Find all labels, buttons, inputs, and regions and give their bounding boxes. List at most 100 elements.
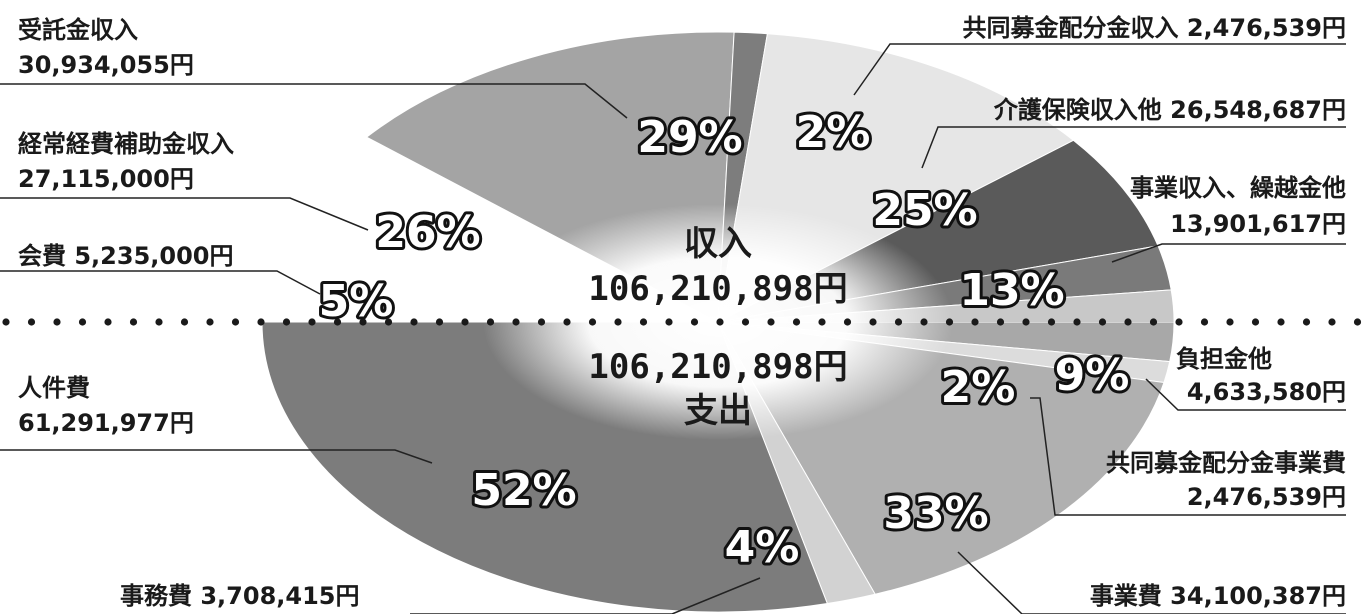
leader-lines xyxy=(0,43,1346,614)
expense-label-value-1: 2,476,539円 xyxy=(1187,483,1346,511)
expense-label-name-2: 事業費 xyxy=(1090,582,1162,610)
divider-dot xyxy=(690,318,699,326)
income-label-value-5: 27,115,000円 xyxy=(18,165,194,193)
income-center-label: 収入 xyxy=(684,224,752,264)
divider-dot xyxy=(1328,318,1336,326)
divider-dot xyxy=(155,318,163,326)
expense-label-value-0: 4,633,580円 xyxy=(1187,378,1346,406)
divider-dot xyxy=(1022,318,1030,326)
divider-dot xyxy=(588,318,597,326)
divider-dot xyxy=(1200,318,1209,326)
leader-line-expense-2 xyxy=(957,551,1346,614)
divider-dot xyxy=(767,318,775,326)
divider-dot xyxy=(512,318,520,326)
expense-label-name-0: 負担金他 xyxy=(1176,345,1272,373)
expense-label-value-2: 34,100,387円 xyxy=(1170,582,1346,610)
leader-line-expense-0 xyxy=(1145,378,1346,411)
percent-label-income-1: 2% xyxy=(796,107,871,158)
income-label-name-5: 経常経費補助金収入 xyxy=(18,130,234,158)
divider-dot xyxy=(537,318,546,326)
leader-line-expense-3 xyxy=(410,577,761,614)
percent-label-income-4: 5% xyxy=(319,276,394,327)
divider-dot xyxy=(1277,318,1285,326)
divider-dot xyxy=(1073,318,1081,326)
percent-label-income-5: 26% xyxy=(375,207,480,258)
expense-label-value-3: 3,708,415円 xyxy=(200,582,359,610)
income-label-line-1: 共同募金配分金収入 2,476,539円 xyxy=(963,14,1347,42)
expense-center-value: 106,210,898円 xyxy=(588,347,847,387)
percent-label-expense-2: 33% xyxy=(883,488,988,539)
income-label-line-2: 介護保険収入他 26,548,687円 xyxy=(993,96,1346,124)
divider-dot xyxy=(180,318,189,326)
income-label-value-2: 26,548,687円 xyxy=(1170,96,1346,124)
percent-label-income-3: 13% xyxy=(959,265,1064,316)
leader-line-income-3 xyxy=(1111,243,1346,263)
divider-dot xyxy=(104,318,112,326)
percent-labels: 29% 2% 25% 13% 5% 26% 9% 2% 33% 4% 52% xyxy=(316,104,1133,576)
percent-label-expense-1: 2% xyxy=(941,362,1016,413)
divider-dot xyxy=(614,318,622,326)
divider-dot xyxy=(257,318,265,326)
divider-dot xyxy=(639,318,648,326)
percent-label-expense-3: 4% xyxy=(725,522,800,573)
leader-line-income-1 xyxy=(853,43,1346,96)
income-label-name-0: 受託金収入 xyxy=(18,16,138,44)
leader-line-expense-1 xyxy=(1030,397,1346,516)
divider-dot xyxy=(563,318,571,326)
divider-dot xyxy=(665,318,673,326)
divider-dot xyxy=(231,318,240,326)
divider-dot xyxy=(486,318,495,326)
center-text: 収入 106,210,898円 106,210,898円 支出 xyxy=(588,224,847,431)
divider-dot xyxy=(53,318,61,326)
leader-line-income-4 xyxy=(0,270,321,295)
divider-dot xyxy=(971,318,979,326)
expense-label-line-3: 事務費 3,708,415円 xyxy=(120,582,360,610)
divider-dot xyxy=(1149,318,1158,326)
divider-dot xyxy=(129,318,138,326)
income-label-line-4: 会費 5,235,000円 xyxy=(18,242,234,270)
divider-dot xyxy=(359,318,367,326)
divider-dot xyxy=(792,318,801,326)
leader-line-income-0 xyxy=(0,83,628,119)
percent-label-expense-0: 9% xyxy=(1055,350,1130,401)
income-label-name-4: 会費 xyxy=(18,242,66,270)
expense-label-name-1: 共同募金配分金事業費 xyxy=(1106,449,1346,477)
divider-dot xyxy=(2,318,10,326)
divider-dot xyxy=(1047,318,1056,326)
income-center-value: 106,210,898円 xyxy=(588,269,847,309)
divider-dot xyxy=(1124,318,1132,326)
income-label-value-1: 2,476,539円 xyxy=(1187,14,1346,42)
divider-dot xyxy=(920,318,928,326)
divider-dot xyxy=(945,318,954,326)
divider-dot xyxy=(384,318,393,326)
divider-dot xyxy=(282,318,291,326)
divider-dot xyxy=(410,318,418,326)
category-labels: 受託金収入 30,934,055円 共同募金配分金収入 2,476,539円 介… xyxy=(18,14,1346,610)
percent-label-expense-4: 52% xyxy=(471,465,576,516)
income-label-name-1: 共同募金配分金収入 xyxy=(963,14,1179,42)
divider-dots xyxy=(2,318,1362,326)
income-label-value-4: 5,235,000円 xyxy=(74,242,233,270)
divider-dot xyxy=(996,318,1005,326)
divider-dot xyxy=(78,318,87,326)
percent-label-income-0: 29% xyxy=(637,112,742,163)
leader-line-income-5 xyxy=(0,197,369,231)
income-label-name-3: 事業収入、繰越金他 xyxy=(1130,174,1346,202)
expense-label-line-2: 事業費 34,100,387円 xyxy=(1090,582,1346,610)
divider-dot xyxy=(333,318,342,326)
divider-dot xyxy=(1251,318,1260,326)
divider-dot xyxy=(1353,318,1362,326)
divider-dot xyxy=(741,318,750,326)
expense-label-name-4: 人件費 xyxy=(18,374,90,402)
divider-dot xyxy=(1175,318,1183,326)
divider-dot xyxy=(435,318,444,326)
divider-dot xyxy=(308,318,316,326)
expense-label-value-4: 61,291,977円 xyxy=(18,409,194,437)
leader-line-income-2 xyxy=(921,126,1346,169)
divider-dot xyxy=(818,318,826,326)
divider-dot xyxy=(894,318,903,326)
divider-dot xyxy=(1302,318,1311,326)
income-label-value-0: 30,934,055円 xyxy=(18,51,194,79)
divider-dot xyxy=(869,318,877,326)
